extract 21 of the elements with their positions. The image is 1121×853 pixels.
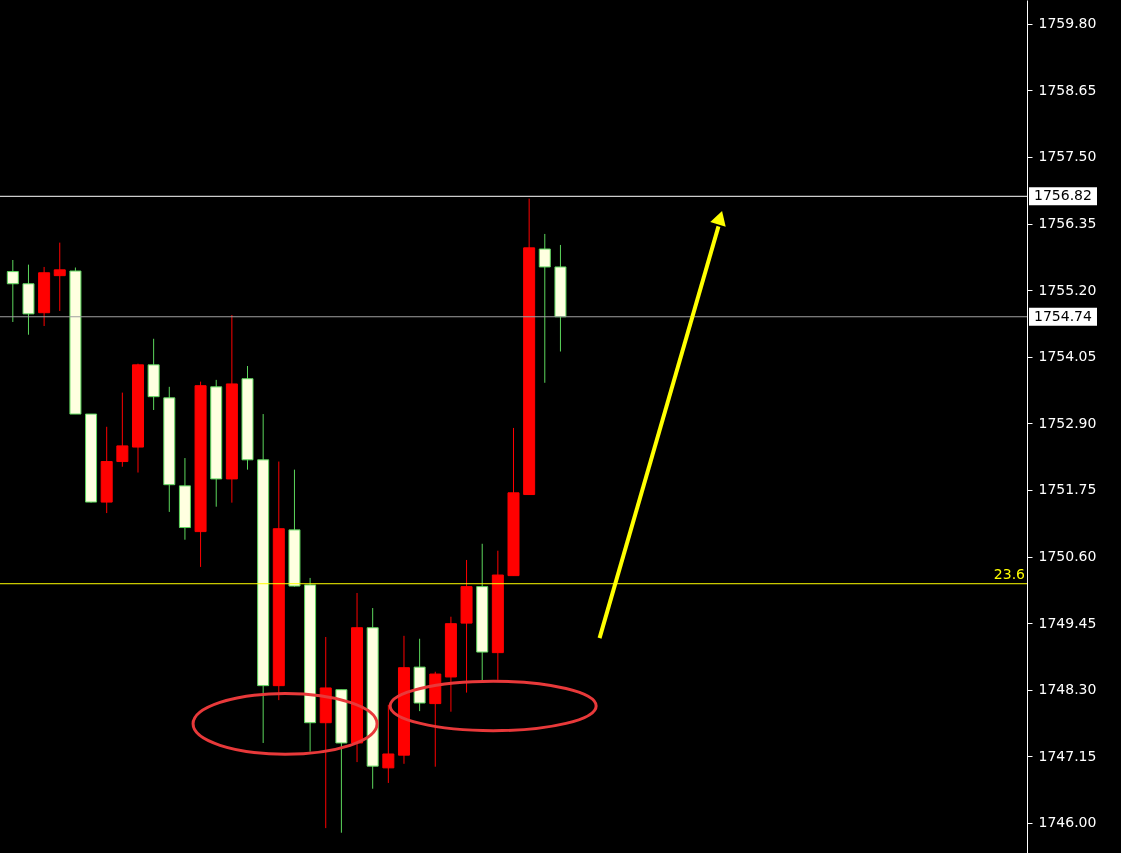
y-tick-label: 1754.05 bbox=[1038, 348, 1097, 365]
candlestick bbox=[538, 233, 551, 384]
candlestick bbox=[6, 259, 19, 323]
annotation: 23.6 bbox=[993, 565, 1026, 582]
ref-line-label: 1756.82 bbox=[1034, 187, 1092, 204]
y-tick-label: 1747.15 bbox=[1038, 747, 1097, 764]
y-tick-label: 1755.20 bbox=[1038, 281, 1097, 298]
y-tick-label: 1746.00 bbox=[1038, 814, 1097, 831]
candlestick bbox=[53, 242, 66, 312]
candlestick bbox=[382, 704, 395, 784]
y-tick-label: 1756.35 bbox=[1038, 215, 1097, 232]
y-tick-label: 1757.50 bbox=[1038, 148, 1097, 165]
candlestick bbox=[116, 392, 129, 468]
y-tick-label: 1752.90 bbox=[1038, 414, 1097, 431]
y-tick-label: 1751.75 bbox=[1038, 481, 1097, 498]
y-tick-label: 1758.65 bbox=[1038, 81, 1097, 98]
y-tick-label: 1749.45 bbox=[1038, 614, 1097, 631]
y-tick-label: 1748.30 bbox=[1038, 681, 1097, 698]
y-tick-label: 1759.80 bbox=[1038, 15, 1097, 32]
ref-line-label: 1754.74 bbox=[1034, 307, 1092, 324]
y-tick-label: 1750.60 bbox=[1038, 548, 1097, 565]
